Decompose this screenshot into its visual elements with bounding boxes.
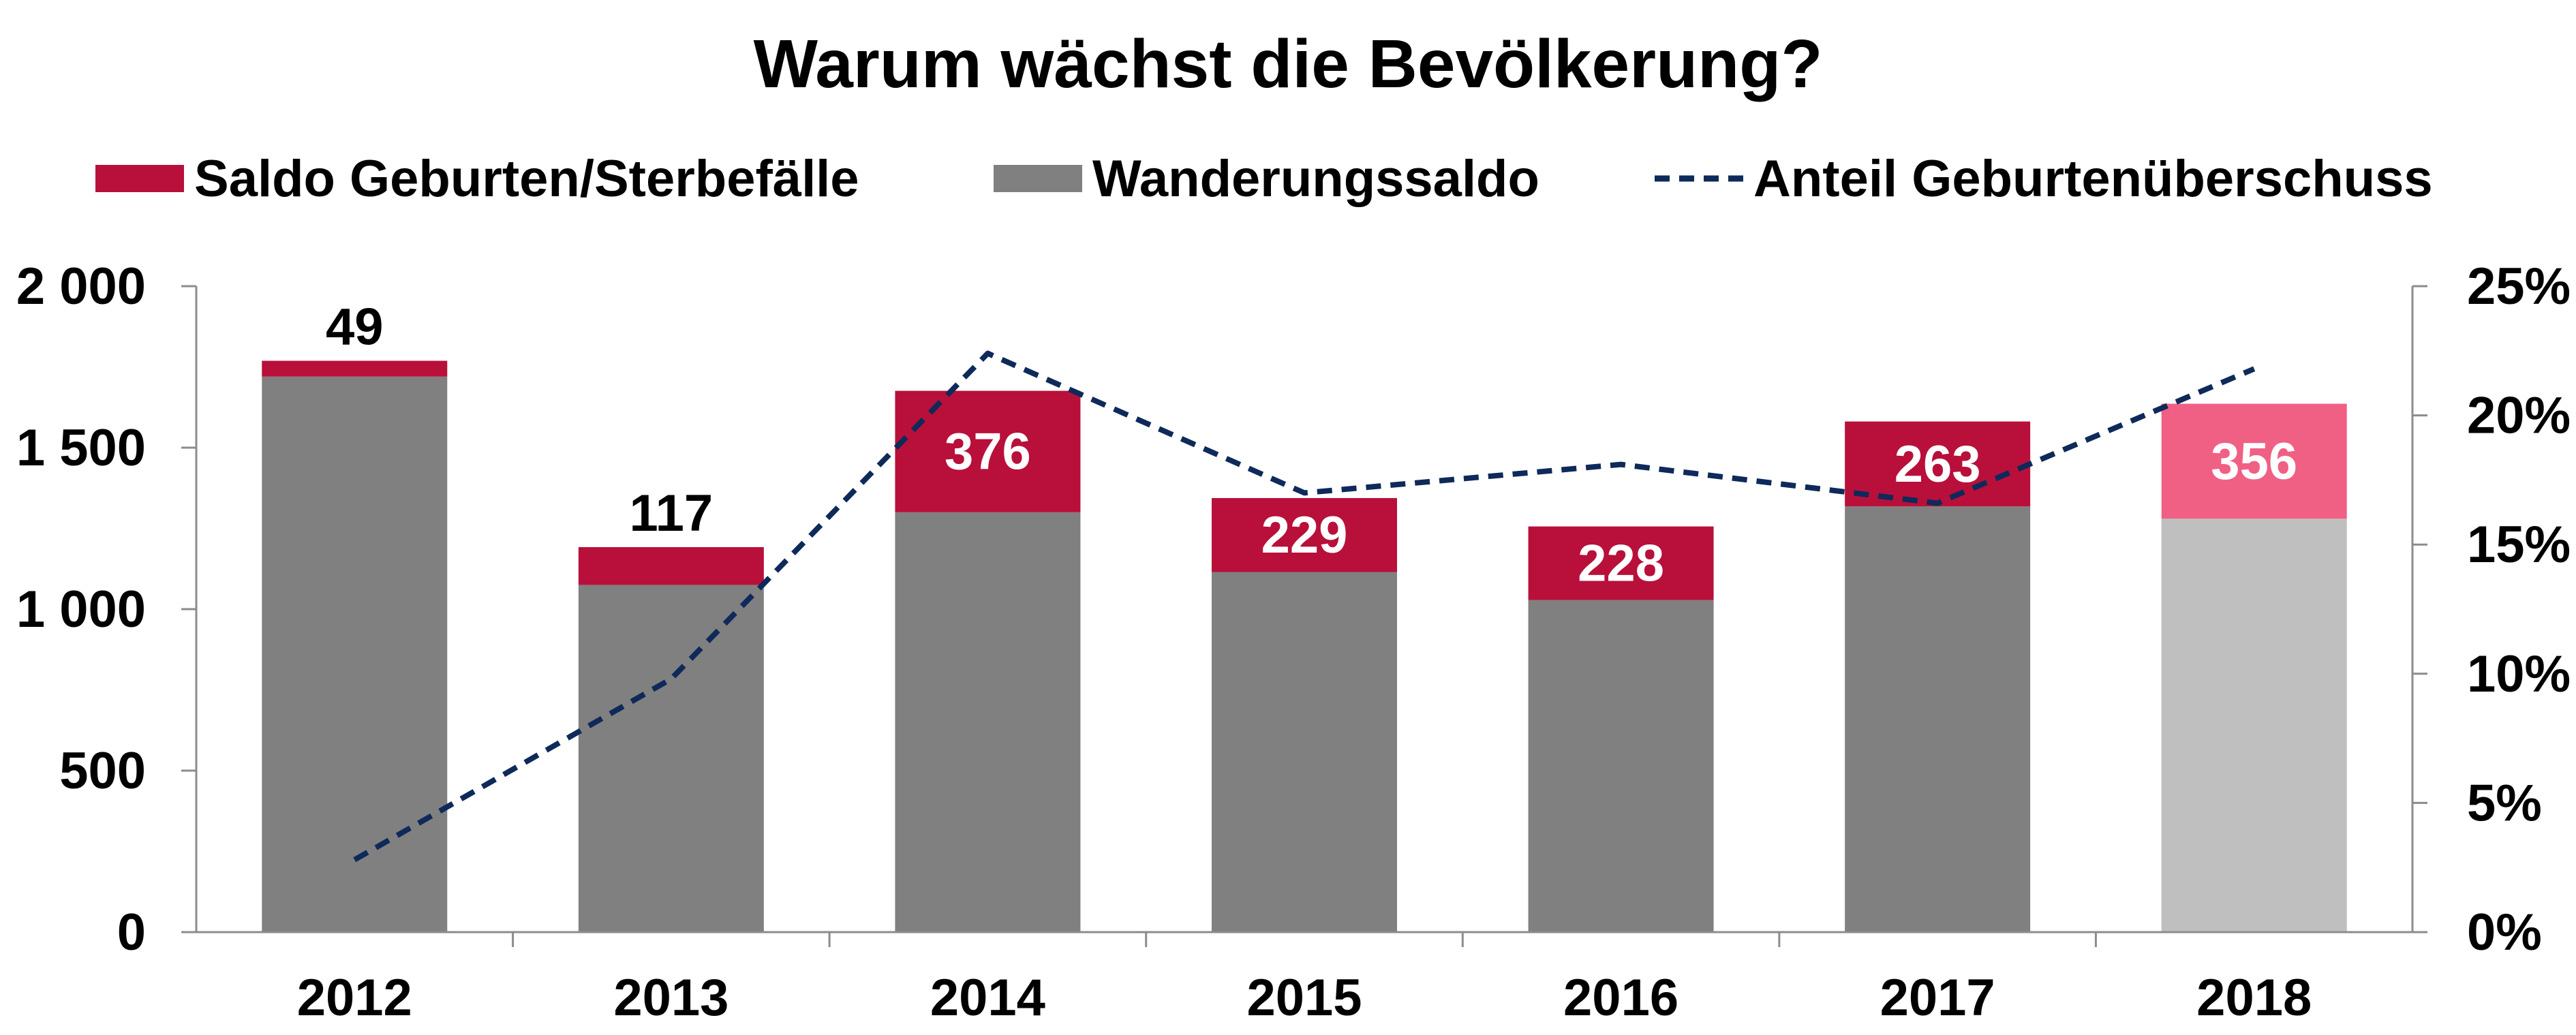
x-tick-label: 2013 <box>613 969 729 1027</box>
legend-swatch-wanderungssaldo <box>994 165 1082 192</box>
bars-group <box>262 360 2346 932</box>
y-right-tick-label: 15% <box>2467 516 2571 574</box>
bar-saldo-geburten-2012 <box>262 360 447 376</box>
data-label-2015: 229 <box>1261 506 1348 564</box>
bar-wanderungssaldo-2012 <box>262 377 447 932</box>
y-left-tick-label: 0 <box>117 903 146 961</box>
data-label-2013: 117 <box>630 484 714 542</box>
chart-title: Warum wächst die Bevölkerung? <box>754 26 1823 102</box>
y-right-tick-label: 20% <box>2467 387 2571 445</box>
legend-label-wanderungssaldo: Wanderungssaldo <box>1092 150 1539 208</box>
data-label-2016: 228 <box>1578 535 1664 593</box>
bar-saldo-geburten-2013 <box>579 547 764 585</box>
x-tick-label: 2017 <box>1880 969 1995 1027</box>
bar-wanderungssaldo-2017 <box>1845 506 2030 932</box>
bar-wanderungssaldo-2016 <box>1529 600 1714 932</box>
x-tick-label: 2012 <box>297 969 412 1027</box>
data-label-2018: 356 <box>2211 433 2297 491</box>
x-tick-label: 2018 <box>2196 969 2312 1027</box>
data-label-2017: 263 <box>1895 435 1981 493</box>
bar-wanderungssaldo-2014 <box>895 512 1080 932</box>
data-label-2014: 376 <box>945 423 1031 481</box>
y-left-tick-label: 2 000 <box>16 258 146 315</box>
legend-label-saldo-geburten: Saldo Geburten/Sterbefälle <box>194 150 859 208</box>
bar-wanderungssaldo-2013 <box>579 585 764 932</box>
y-left-tick-label: 1 000 <box>16 581 146 638</box>
y-right-tick-label: 10% <box>2467 645 2571 703</box>
x-tick-label: 2016 <box>1563 969 1678 1027</box>
data-label-2012: 49 <box>326 298 384 356</box>
bar-wanderungssaldo-2015 <box>1212 572 1397 932</box>
y-right-tick-label: 0% <box>2467 903 2542 961</box>
legend-swatch-saldo-geburten <box>95 165 184 192</box>
y-right-tick-label: 25% <box>2467 258 2571 315</box>
x-tick-label: 2014 <box>930 969 1045 1027</box>
legend: Saldo Geburten/Sterbefälle Wanderungssald… <box>95 150 2433 208</box>
y-left-tick-label: 1 500 <box>16 419 146 477</box>
bar-wanderungssaldo-2018 <box>2162 519 2347 932</box>
y-right-tick-label: 5% <box>2467 774 2542 832</box>
x-tick-label: 2015 <box>1246 969 1362 1027</box>
y-left-tick-label: 500 <box>59 742 146 800</box>
legend-label-anteil: Anteil Geburtenüberschuss <box>1753 150 2433 208</box>
